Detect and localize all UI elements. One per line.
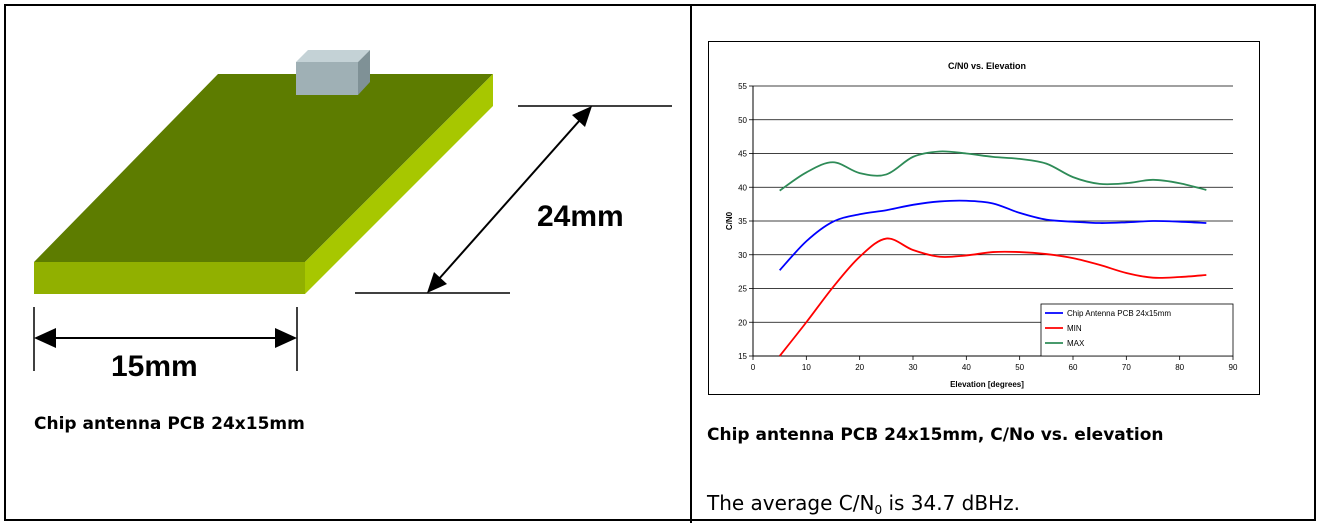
average-note-subscript: 0 bbox=[874, 503, 883, 517]
chip-side-face bbox=[358, 50, 370, 95]
left-caption: Chip antenna PCB 24x15mm bbox=[34, 414, 305, 434]
pcb-illustration bbox=[33, 50, 672, 371]
y-tick-label: 35 bbox=[738, 217, 747, 226]
x-tick-label: 30 bbox=[909, 363, 918, 372]
panel-divider bbox=[690, 4, 692, 523]
y-tick-label: 15 bbox=[738, 352, 747, 361]
x-tick-label: 50 bbox=[1015, 363, 1024, 372]
legend-label-0: Chip Antenna PCB 24x15mm bbox=[1067, 309, 1171, 318]
y-tick-label: 45 bbox=[738, 150, 747, 159]
average-note-suffix: is 34.7 dBHz. bbox=[882, 491, 1020, 515]
x-axis-label: Elevation [degrees] bbox=[950, 380, 1024, 389]
width-arrowhead-left bbox=[34, 328, 56, 348]
y-tick-label: 50 bbox=[738, 116, 747, 125]
cn0-chart: C/N0 vs. Elevation Elevation [degrees] C… bbox=[708, 41, 1260, 395]
x-tick-label: 70 bbox=[1122, 363, 1131, 372]
legend-label-2: MAX bbox=[1067, 339, 1085, 348]
x-tick-label: 40 bbox=[962, 363, 971, 372]
chip-top-face bbox=[296, 50, 370, 62]
y-tick-label: 55 bbox=[738, 82, 747, 91]
legend-label-1: MIN bbox=[1067, 324, 1082, 333]
y-tick-label: 25 bbox=[738, 285, 747, 294]
length-arrowhead-bottom bbox=[427, 272, 447, 293]
x-tick-label: 80 bbox=[1175, 363, 1184, 372]
right-caption: Chip antenna PCB 24x15mm, C/No vs. eleva… bbox=[707, 425, 1164, 445]
chart-border bbox=[708, 41, 1260, 395]
average-note: The average C/N0 is 34.7 dBHz. bbox=[707, 491, 1020, 517]
chip-front-face bbox=[296, 62, 358, 95]
y-tick-label: 40 bbox=[738, 183, 747, 192]
width-label: 15mm bbox=[111, 350, 198, 383]
x-tick-label: 10 bbox=[802, 363, 811, 372]
length-arrowhead-top bbox=[572, 106, 592, 127]
length-dimension-line bbox=[437, 119, 581, 281]
average-note-prefix: The average C/N bbox=[707, 491, 875, 515]
x-tick-label: 60 bbox=[1069, 363, 1078, 372]
x-tick-label: 0 bbox=[751, 363, 756, 372]
y-tick-label: 20 bbox=[738, 318, 747, 327]
outer-frame bbox=[4, 4, 1316, 521]
y-axis-label: C/N0 bbox=[725, 211, 734, 230]
board-front-face bbox=[34, 262, 305, 294]
x-tick-label: 90 bbox=[1229, 363, 1238, 372]
board-side-face bbox=[305, 74, 493, 294]
length-label: 24mm bbox=[537, 200, 624, 233]
chart-title: C/N0 vs. Elevation bbox=[948, 61, 1026, 71]
series-line-0 bbox=[779, 199, 1207, 271]
series-line-2 bbox=[779, 150, 1207, 192]
series-line-1 bbox=[778, 237, 1207, 357]
y-tick-label: 30 bbox=[738, 251, 747, 260]
x-tick-label: 20 bbox=[855, 363, 864, 372]
board-top-face bbox=[34, 74, 493, 262]
legend-box bbox=[1040, 303, 1234, 357]
width-arrowhead-right bbox=[275, 328, 297, 348]
